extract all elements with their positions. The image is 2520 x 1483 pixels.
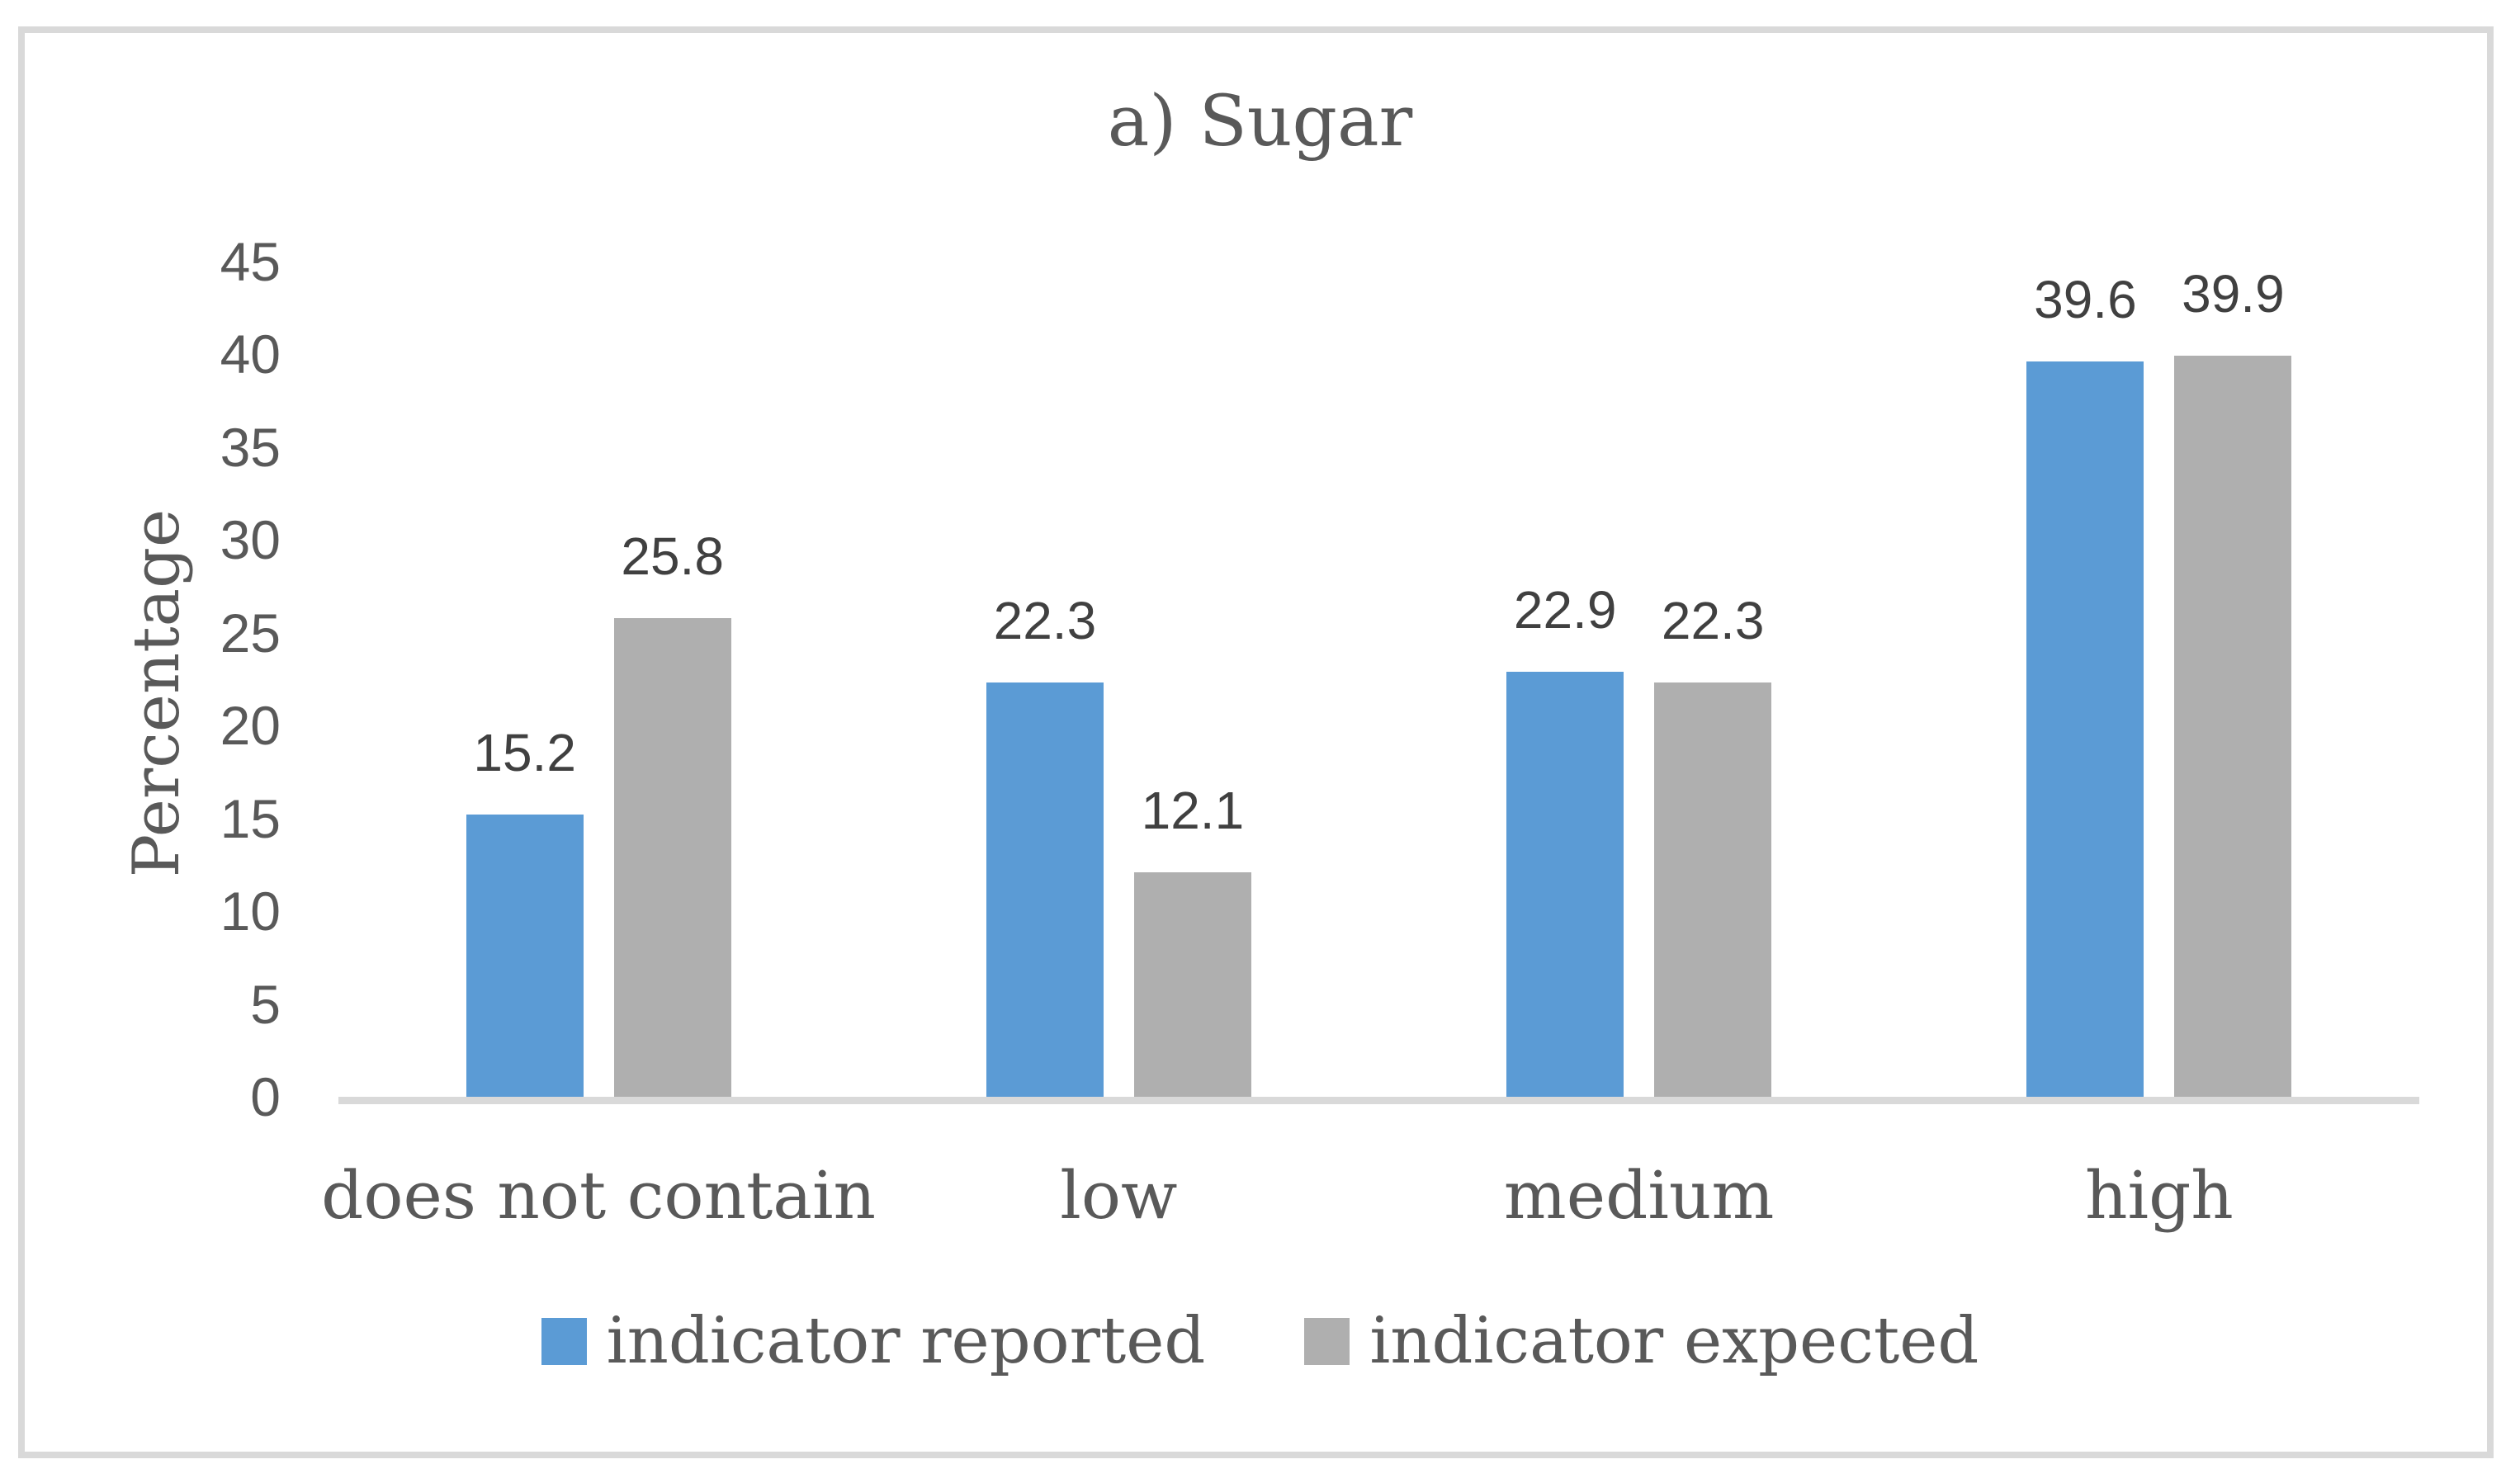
bar-indicator-reported-does-not-contain <box>466 815 584 1097</box>
y-tick-10: 10 <box>220 881 281 942</box>
y-axis-tick-labels: 0 5 10 15 20 25 30 35 40 45 <box>0 0 281 1483</box>
x-category-label-high: high <box>2084 1157 2234 1234</box>
x-axis-line <box>338 1097 2419 1104</box>
y-tick-35: 35 <box>220 416 281 478</box>
data-label-indicator-expected-medium: 22.3 <box>1661 591 1765 651</box>
legend-label: indicator expected <box>1369 1304 1979 1378</box>
y-tick-5: 5 <box>250 973 281 1035</box>
bar-indicator-reported-medium <box>1506 671 1624 1097</box>
y-tick-30: 30 <box>220 509 281 570</box>
legend-item-indicator-reported: indicator reported <box>541 1304 1206 1378</box>
bar-indicator-expected-low <box>1133 871 1251 1097</box>
data-label-indicator-reported-does-not-contain: 15.2 <box>473 723 576 782</box>
y-tick-40: 40 <box>220 324 281 385</box>
y-tick-0: 0 <box>250 1066 281 1127</box>
legend-swatch-icon <box>1304 1317 1350 1365</box>
data-label-indicator-expected-high: 39.9 <box>2182 264 2285 324</box>
bar-indicator-expected-does-not-contain <box>613 617 731 1097</box>
x-category-label-low: low <box>1060 1157 1178 1234</box>
x-category-label-does-not-contain: does not contain <box>321 1157 877 1234</box>
legend: indicator reported indicator expected <box>0 1304 2520 1378</box>
bar-indicator-reported-low <box>986 682 1104 1097</box>
x-category-label-medium: medium <box>1503 1157 1775 1234</box>
legend-item-indicator-expected: indicator expected <box>1304 1304 1979 1378</box>
data-label-indicator-expected-low: 12.1 <box>1141 780 1245 840</box>
data-label-indicator-expected-does-not-contain: 25.8 <box>621 526 724 586</box>
bar-indicator-expected-high <box>2174 356 2292 1097</box>
bar-indicator-expected-medium <box>1654 682 1772 1097</box>
data-label-indicator-reported-low: 22.3 <box>993 591 1097 651</box>
legend-label: indicator reported <box>606 1304 1206 1378</box>
data-label-indicator-reported-medium: 22.9 <box>1513 579 1617 640</box>
y-tick-45: 45 <box>220 230 281 292</box>
y-tick-15: 15 <box>220 787 281 849</box>
y-tick-25: 25 <box>220 602 281 664</box>
data-label-indicator-reported-high: 39.6 <box>2034 270 2137 329</box>
y-tick-20: 20 <box>220 695 281 756</box>
legend-swatch-icon <box>541 1317 587 1365</box>
bar-indicator-reported-high <box>2026 361 2144 1097</box>
chart-title: a) Sugar <box>1107 81 1413 163</box>
